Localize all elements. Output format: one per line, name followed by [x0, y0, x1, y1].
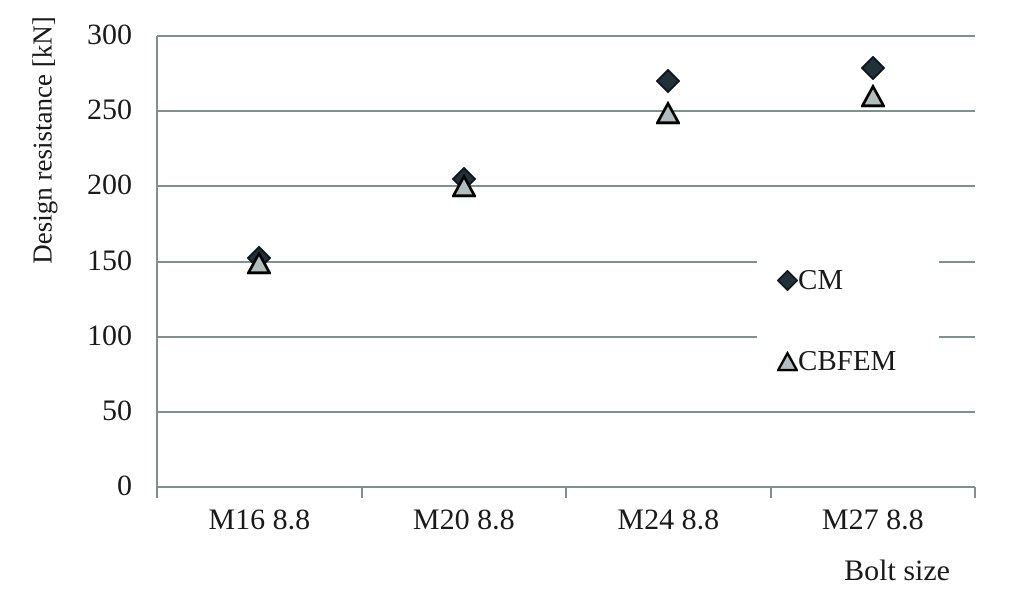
y-tick-label: 150 — [87, 243, 132, 277]
gridline-300 — [157, 35, 975, 37]
y-tick-label: 250 — [87, 93, 132, 127]
y-tick-label: 0 — [117, 468, 132, 502]
x-axis-tick — [974, 487, 976, 498]
x-axis-title: Bolt size — [844, 554, 950, 587]
gridline-150 — [157, 260, 975, 263]
x-category-label: M27 8.8 — [821, 503, 924, 536]
legend-label-cm: CM — [798, 264, 844, 296]
data-point-cm-m24-8.8 — [655, 68, 681, 94]
y-axis-line — [156, 36, 158, 498]
x-category-label: M20 8.8 — [412, 503, 515, 536]
gridline-200 — [157, 185, 975, 188]
legend: CM CBFEM — [757, 246, 939, 394]
x-axis-tick — [360, 487, 363, 498]
data-point-cbfem-m16-8.8 — [246, 250, 273, 275]
gridline-250 — [157, 110, 975, 113]
x-axis-tick — [565, 487, 567, 498]
data-point-cm-m27-8.8 — [860, 55, 886, 80]
gridline-50 — [157, 410, 975, 413]
legend-label-cbfem: CBFEM — [798, 345, 897, 377]
x-axis-tick — [769, 487, 772, 498]
y-tick-label: 100 — [87, 318, 132, 352]
data-point-cbfem-m27-8.8 — [859, 83, 886, 108]
data-point-cbfem-m24-8.8 — [655, 100, 682, 125]
y-tick-label: 50 — [102, 393, 132, 427]
x-category-label: M24 8.8 — [617, 503, 720, 536]
y-tick-label: 200 — [87, 168, 132, 202]
y-tick-label: 300 — [87, 17, 132, 51]
cm-diamond-icon — [777, 270, 798, 291]
y-axis-title: Design resistance [kN] — [27, 16, 58, 264]
cbfem-triangle-icon — [777, 351, 798, 372]
data-point-cbfem-m20-8.8 — [450, 173, 477, 198]
legend-entry-cm: CM — [777, 264, 843, 297]
gridline-100 — [157, 335, 975, 338]
legend-entry-cbfem: CBFEM — [777, 345, 896, 378]
x-category-label: M16 8.8 — [208, 503, 311, 536]
